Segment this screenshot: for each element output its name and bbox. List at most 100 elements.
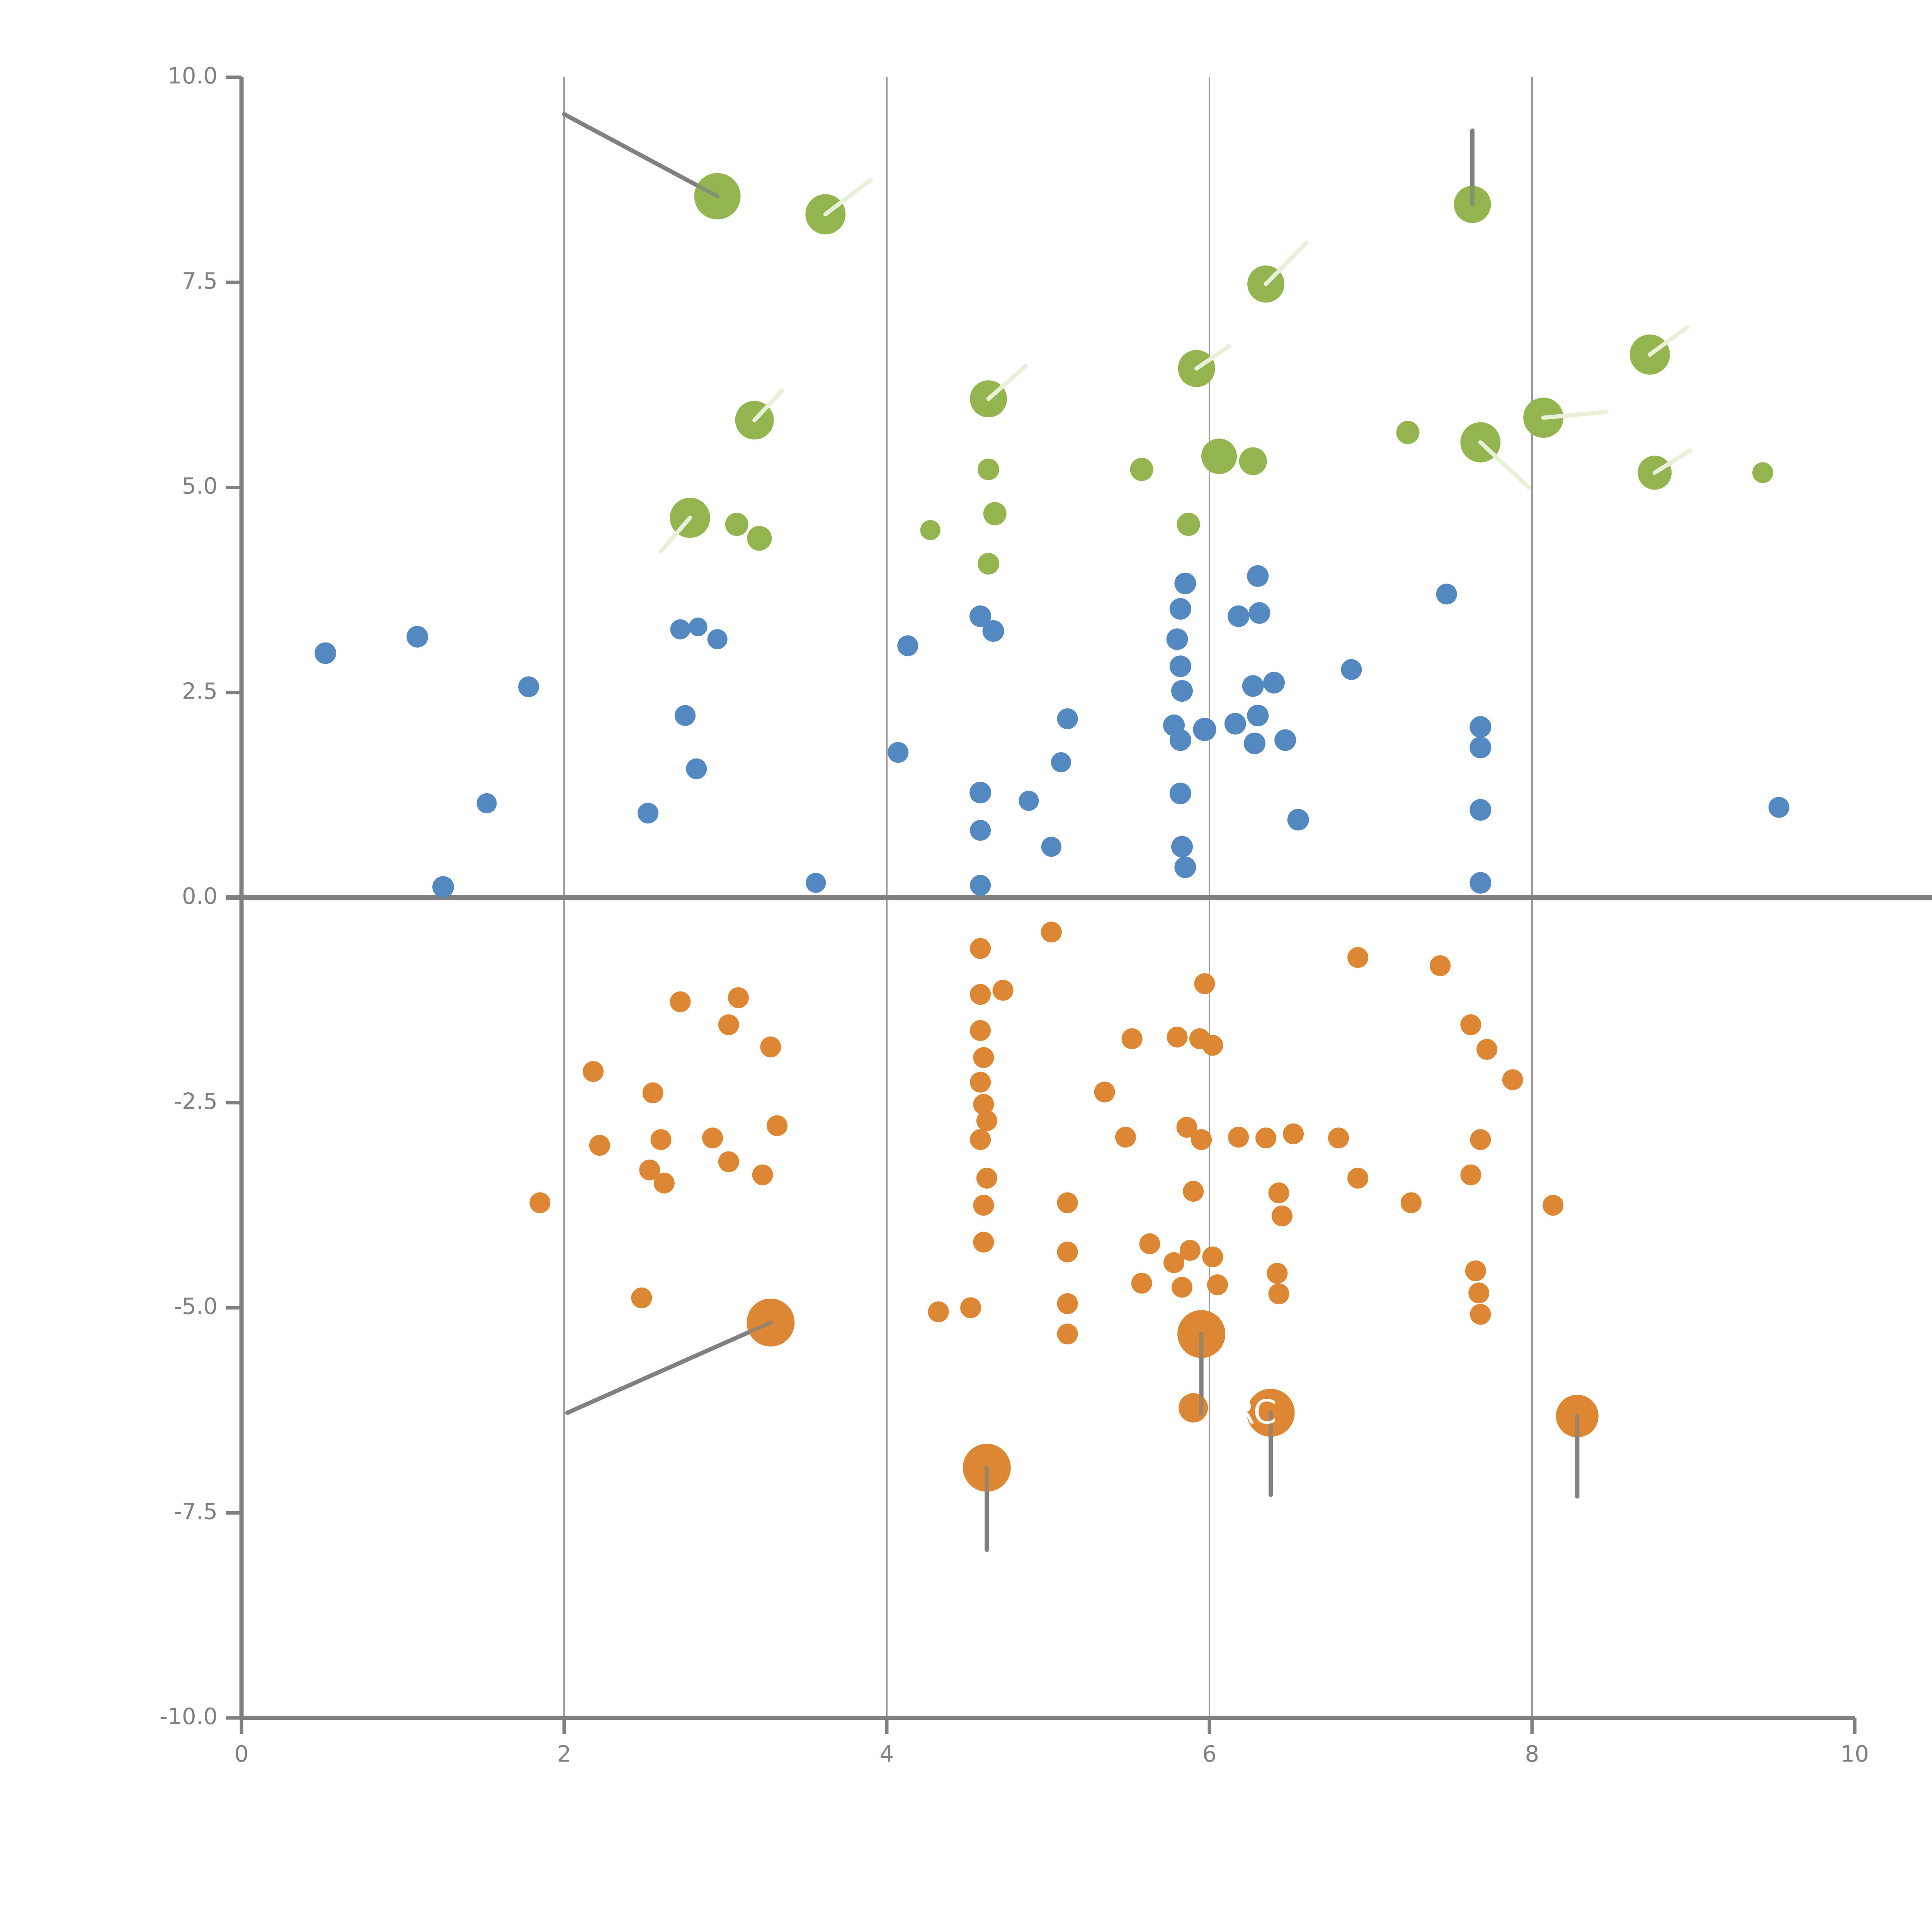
data-point-green-13	[1201, 438, 1237, 474]
data-point-blue-5	[670, 619, 690, 639]
data-point-orange-54	[973, 1231, 994, 1253]
data-point-blue-28	[1166, 628, 1188, 650]
data-point-orange-24	[970, 1129, 991, 1150]
data-point-orange-31	[1115, 1126, 1136, 1148]
data-point-blue-24	[1247, 565, 1269, 587]
data-point-orange-56	[1139, 1233, 1160, 1254]
data-point-orange-42	[752, 1164, 773, 1185]
data-point-blue-13	[888, 742, 909, 763]
data-point-green-16	[978, 458, 1000, 480]
x-tick-label-2: 4	[880, 1741, 894, 1767]
data-point-orange-16	[1167, 1026, 1188, 1048]
ticks-group	[226, 75, 1857, 1734]
leader-line-top-9	[1478, 440, 1531, 490]
data-point-blue-23	[1174, 572, 1196, 594]
data-point-orange-40	[653, 1172, 675, 1194]
data-point-orange-53	[1543, 1195, 1564, 1216]
data-point-blue-12	[897, 635, 918, 656]
data-point-orange-1	[970, 938, 991, 959]
data-point-orange-9	[718, 1014, 739, 1036]
data-point-orange-38	[1470, 1129, 1491, 1150]
data-point-blue-0	[315, 642, 337, 664]
data-point-blue-29	[1169, 655, 1191, 677]
y-tick-label-4: 0.0	[182, 883, 218, 909]
data-point-blue-40	[1169, 782, 1191, 804]
data-point-blue-2	[518, 676, 539, 697]
y-tick-label-6: -5.0	[174, 1293, 218, 1320]
data-point-blue-43	[1287, 809, 1309, 831]
y-tick-label-2: 5.0	[182, 473, 218, 499]
data-point-blue-31	[1242, 675, 1264, 697]
data-point-orange-5	[970, 984, 991, 1005]
data-point-blue-16	[969, 782, 992, 804]
data-point-orange-12	[1460, 1014, 1481, 1036]
data-point-orange-8	[728, 987, 749, 1009]
data-point-blue-41	[1171, 836, 1193, 858]
data-point-orange-20	[973, 1047, 994, 1068]
data-point-blue-34	[1193, 718, 1216, 741]
data-point-blue-18	[970, 875, 991, 896]
annotations-group: LRC	[562, 112, 1692, 1552]
data-point-orange-64	[1268, 1283, 1289, 1304]
data-point-orange-43	[529, 1192, 551, 1213]
data-point-blue-45	[1436, 583, 1457, 605]
data-point-blue-1	[406, 626, 429, 648]
leader-line-top-8	[1541, 410, 1609, 420]
data-point-orange-33	[1191, 1129, 1212, 1150]
data-point-orange-27	[589, 1135, 610, 1156]
data-point-orange-51	[1400, 1192, 1422, 1213]
leader-line-top-1	[823, 177, 873, 217]
data-point-orange-48	[1268, 1182, 1289, 1204]
data-point-blue-19	[1019, 791, 1039, 811]
data-point-orange-18	[1202, 1035, 1223, 1056]
data-point-orange-62	[1207, 1274, 1228, 1296]
data-point-green-14	[1239, 447, 1267, 475]
data-point-orange-63	[1267, 1263, 1288, 1284]
data-point-orange-13	[1476, 1039, 1498, 1060]
data-point-blue-17	[970, 820, 991, 841]
y-tick-label-0: 10.0	[168, 63, 218, 89]
data-point-green-18	[725, 513, 748, 536]
data-point-orange-67	[1470, 1304, 1491, 1325]
data-point-blue-38	[1243, 732, 1265, 754]
x-tick-label-5: 10	[1840, 1741, 1869, 1767]
data-point-orange-68	[631, 1287, 652, 1309]
data-point-orange-4	[1430, 955, 1451, 976]
data-point-blue-36	[1247, 704, 1269, 726]
data-point-orange-44	[976, 1168, 997, 1189]
data-point-orange-36	[1283, 1123, 1304, 1145]
data-point-blue-42	[1174, 856, 1196, 878]
y-tick-label-1: 7.5	[182, 268, 218, 294]
data-point-orange-76	[1179, 1393, 1208, 1423]
data-point-orange-58	[1179, 1240, 1201, 1261]
data-point-orange-23	[976, 1110, 997, 1131]
data-point-orange-61	[1172, 1277, 1193, 1298]
data-point-orange-55	[1057, 1242, 1078, 1263]
data-point-orange-57	[1163, 1252, 1185, 1273]
data-point-orange-65	[1465, 1260, 1486, 1281]
data-point-blue-11	[806, 872, 826, 893]
data-point-orange-0	[1041, 922, 1062, 943]
data-point-blue-47	[1469, 736, 1492, 759]
data-point-blue-9	[686, 758, 707, 779]
data-point-blue-10	[638, 803, 659, 824]
data-point-orange-60	[1131, 1272, 1152, 1294]
data-point-blue-25	[1169, 598, 1191, 620]
data-point-orange-52	[1460, 1164, 1481, 1185]
data-point-orange-32	[1176, 1117, 1197, 1138]
data-point-orange-46	[1057, 1192, 1078, 1213]
y-tick-label-7: -7.5	[174, 1498, 218, 1524]
data-point-green-12	[1752, 462, 1774, 483]
data-point-green-10	[1396, 421, 1420, 444]
data-point-orange-26	[1094, 1082, 1115, 1103]
data-point-orange-25	[642, 1082, 663, 1104]
data-point-orange-37	[1328, 1128, 1349, 1149]
data-points-group	[315, 173, 1789, 1492]
leader-line-top-12	[565, 1320, 773, 1415]
data-point-orange-19	[970, 1020, 991, 1041]
data-point-blue-35	[1224, 713, 1246, 735]
data-point-blue-15	[982, 620, 1004, 642]
